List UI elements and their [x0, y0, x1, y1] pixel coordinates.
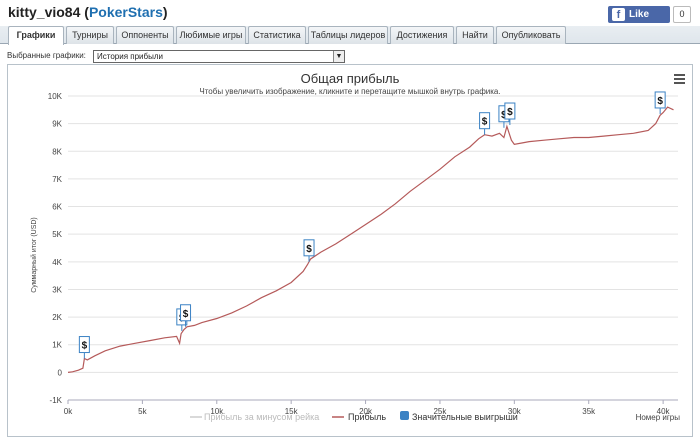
svg-text:Прибыль: Прибыль	[348, 412, 386, 422]
chart-subtitle: Чтобы увеличить изображение, кликните и …	[199, 87, 500, 96]
svg-text:Значительные выигрыши: Значительные выигрыши	[412, 412, 518, 422]
chart-title: Общая прибыль	[301, 71, 400, 86]
player-title: kitty_vio84 (PokerStars)	[8, 4, 168, 20]
tab-search[interactable]: Найти	[456, 26, 494, 44]
header: kitty_vio84 (PokerStars) f Like 0	[0, 0, 700, 26]
x-tick-label: 20k	[359, 407, 373, 416]
series-line-profit[interactable]	[67, 106, 674, 373]
big-win-marker[interactable]: $	[180, 304, 192, 327]
tab-leaderboards[interactable]: Таблицы лидеров	[308, 26, 388, 44]
tab-statistics[interactable]: Статистика	[248, 26, 306, 44]
like-count: 0	[673, 6, 691, 23]
chart-selector-value: История прибыли	[97, 52, 163, 61]
svg-text:$: $	[183, 309, 189, 320]
legend-item[interactable]: Прибыль за минусом рейка	[190, 412, 319, 422]
svg-text:$: $	[507, 107, 513, 118]
facebook-like-button[interactable]: f Like	[608, 6, 670, 23]
y-tick-label: 10K	[48, 92, 63, 101]
y-tick-label: 3K	[52, 285, 62, 294]
x-tick-label: 25k	[433, 407, 447, 416]
chart-container[interactable]: Общая прибыль Чтобы увеличить изображени…	[7, 64, 693, 437]
big-win-marker[interactable]: $	[303, 239, 315, 262]
profit-chart[interactable]: Общая прибыль Чтобы увеличить изображени…	[8, 65, 692, 436]
chart-selector-dropdown[interactable]: История прибыли ▼	[93, 50, 345, 63]
y-tick-label: 0	[58, 368, 63, 377]
y-tick-label: 9K	[52, 120, 62, 129]
x-tick-label: 15k	[285, 407, 299, 416]
y-tick-label: -1K	[50, 396, 63, 405]
big-win-marker[interactable]: $	[78, 336, 90, 359]
tab-charts[interactable]: Графики	[8, 26, 64, 45]
y-tick-label: 6K	[52, 203, 62, 212]
legend-item[interactable]: Прибыль	[332, 412, 386, 422]
menu-icon[interactable]	[674, 74, 685, 84]
svg-text:$: $	[306, 244, 312, 255]
x-axis-label: Номер игры	[636, 413, 681, 422]
tab-tournaments[interactable]: Турниры	[66, 26, 114, 44]
y-axis-label: Суммарный итог (USD)	[30, 217, 38, 293]
facebook-icon: f	[612, 8, 625, 21]
tab-opponents[interactable]: Оппоненты	[116, 26, 174, 44]
chart-selector-row: Выбранные графики: История прибыли ▼	[0, 46, 700, 66]
svg-text:$: $	[482, 117, 488, 128]
chart-selector-label: Выбранные графики:	[7, 51, 86, 60]
x-tick-label: 30k	[508, 407, 522, 416]
x-tick-label: 0k	[64, 407, 73, 416]
network-link[interactable]: PokerStars	[88, 4, 163, 20]
x-tick-label: 5k	[138, 407, 147, 416]
x-tick-label: 40k	[657, 407, 671, 416]
tab-bar: Графики Турниры Оппоненты Любимые игры С…	[0, 26, 700, 45]
y-tick-label: 2K	[52, 313, 62, 322]
big-win-marker[interactable]: $	[504, 102, 516, 126]
big-win-marker[interactable]: $	[654, 91, 666, 114]
big-win-marker[interactable]: $	[479, 112, 491, 135]
tab-achievements[interactable]: Достижения	[390, 26, 454, 44]
tab-favorite-games[interactable]: Любимые игры	[176, 26, 246, 44]
svg-text:$: $	[501, 110, 507, 121]
y-tick-label: 8K	[52, 147, 62, 156]
x-tick-label: 35k	[582, 407, 596, 416]
y-tick-label: 1K	[52, 341, 62, 350]
like-label: Like	[629, 9, 650, 20]
player-name: kitty_vio84	[8, 4, 81, 20]
x-tick-label: 10k	[210, 407, 224, 416]
chevron-down-icon[interactable]: ▼	[333, 51, 344, 62]
y-tick-label: 5K	[52, 230, 62, 239]
legend-item[interactable]: Значительные выигрыши	[400, 411, 518, 422]
svg-text:$: $	[82, 341, 88, 352]
tab-publish[interactable]: Опубликовать	[496, 26, 566, 44]
y-tick-label: 7K	[52, 175, 62, 184]
svg-text:Прибыль за минусом рейка: Прибыль за минусом рейка	[204, 412, 319, 422]
svg-text:$: $	[657, 96, 663, 107]
y-tick-label: 4K	[52, 258, 62, 267]
